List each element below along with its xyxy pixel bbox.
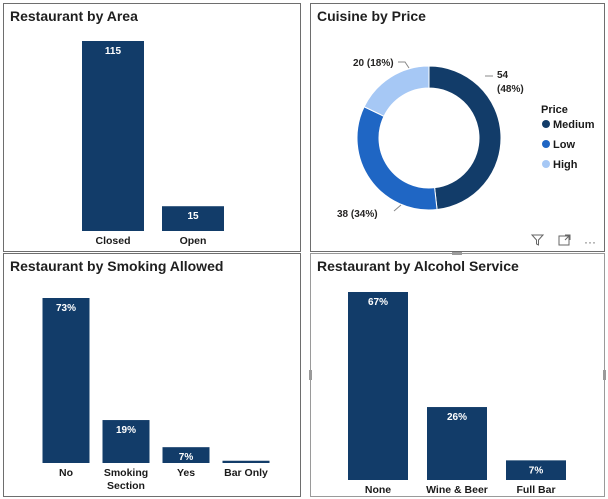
focus-mode-icon[interactable] <box>558 234 574 249</box>
chart-title: Restaurant by Smoking Allowed <box>10 258 224 274</box>
resize-handle-top[interactable] <box>452 252 462 255</box>
data-label: 26% <box>447 412 467 423</box>
visual-toolbar: ··· <box>521 234 596 249</box>
bar-none[interactable] <box>348 292 408 480</box>
more-options-icon[interactable]: ··· <box>584 235 596 249</box>
category-label: Bar Only <box>224 467 268 479</box>
slice-high[interactable] <box>363 65 430 117</box>
slice-data-label: 54 <box>497 70 509 81</box>
category-label: Section <box>107 480 145 492</box>
panel-restaurant-by-smoking[interactable]: Restaurant by Smoking Allowed 73% No 19% Sm… <box>3 253 301 497</box>
category-label: Wine & Beer <box>426 484 488 496</box>
data-label: 115 <box>105 46 122 57</box>
bar-full-bar[interactable] <box>506 460 566 480</box>
legend-item-medium[interactable]: Medium <box>553 119 595 131</box>
leader-line <box>398 61 410 69</box>
category-label: Smoking <box>104 467 148 479</box>
legend-marker <box>542 120 550 128</box>
leader-line <box>393 204 402 212</box>
bar-chart-alcohol: 67% None 26% Wine & Beer 7% Full Bar <box>348 292 566 496</box>
chart-title: Restaurant by Area <box>10 8 138 24</box>
slice-medium[interactable] <box>428 65 502 211</box>
panel-restaurant-by-alcohol[interactable]: Restaurant by Alcohol Service 67% None 26%… <box>310 253 605 497</box>
category-label: Closed <box>95 235 130 247</box>
category-label: None <box>365 484 391 496</box>
category-label: No <box>59 467 73 479</box>
bar-no[interactable] <box>42 298 90 463</box>
data-label: 67% <box>368 297 388 308</box>
bar-wine-beer[interactable] <box>427 407 487 480</box>
slice-data-label: (48%) <box>497 84 524 95</box>
donut-chart-price: 54 (48%) 38 (34%) 20 (18%) Price Medium Low Hig… <box>337 58 595 220</box>
legend-marker <box>542 160 550 168</box>
panel-cuisine-by-price[interactable]: Cuisine by Price 54 (48%) 38 (34%) 20 (18%)… <box>310 3 605 252</box>
bar-chart-area: 115 Closed 15 Open <box>82 41 224 247</box>
data-label: 19% <box>116 425 136 436</box>
chart-title: Restaurant by Alcohol Service <box>317 258 519 274</box>
legend-marker <box>542 140 550 148</box>
data-label: 7% <box>179 452 194 463</box>
panel-restaurant-by-area[interactable]: Restaurant by Area 115 Closed 15 Open <box>3 3 301 252</box>
bar-bar-only[interactable] <box>222 460 270 463</box>
data-label: 15 <box>187 211 199 222</box>
bar-open[interactable] <box>162 206 224 231</box>
slice-data-label: 20 (18%) <box>353 58 394 69</box>
category-label: Yes <box>177 467 195 479</box>
category-label: Full Bar <box>516 484 555 496</box>
bar-closed[interactable] <box>82 41 144 231</box>
resize-handle-right[interactable] <box>603 370 606 380</box>
slice-data-label: 38 (34%) <box>337 209 378 220</box>
bar-smoking-section[interactable] <box>102 420 150 463</box>
data-label: 7% <box>529 465 544 476</box>
legend-title: Price <box>541 104 568 116</box>
bar-yes[interactable] <box>162 447 210 463</box>
chart-title: Cuisine by Price <box>317 8 426 24</box>
slice-low[interactable] <box>356 106 438 211</box>
category-label: Open <box>180 235 207 247</box>
filter-icon[interactable] <box>531 234 547 249</box>
legend-item-high[interactable]: High <box>553 159 578 171</box>
data-label: 73% <box>56 303 76 314</box>
legend-item-low[interactable]: Low <box>553 139 575 151</box>
resize-handle-left[interactable] <box>309 370 312 380</box>
